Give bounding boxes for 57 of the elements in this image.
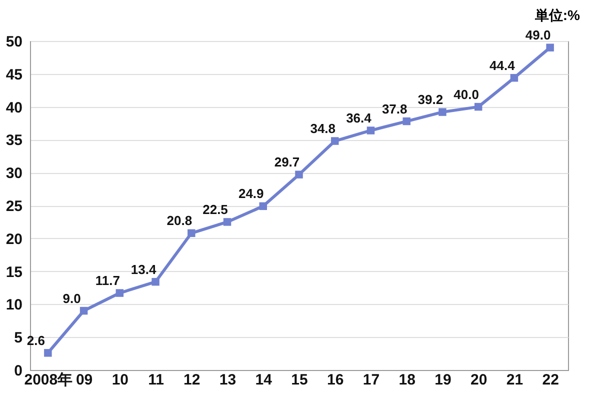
y-tick-label: 20 <box>6 230 22 248</box>
point <box>152 278 160 286</box>
x-tick-label: 10 <box>112 372 129 388</box>
x-tick-label: 22 <box>542 372 559 388</box>
data-label: 22.5 <box>202 202 228 217</box>
data-label: 11.7 <box>95 273 120 288</box>
data-label: 37.8 <box>382 101 408 116</box>
point <box>188 229 196 238</box>
point <box>80 306 88 315</box>
x-tick-label: 12 <box>184 372 200 388</box>
data-label: 34.8 <box>310 121 336 136</box>
y-tick-label: 50 <box>6 34 22 50</box>
x-tick-label: 16 <box>327 372 344 388</box>
data-label: 40.0 <box>454 86 479 102</box>
x-tick-label: 20 <box>470 372 488 388</box>
point <box>546 44 554 52</box>
point <box>223 218 232 226</box>
text: 単位:% <box>534 7 581 23</box>
point <box>510 74 518 82</box>
data-label: 2.6 <box>26 332 45 348</box>
x-tick-label: 15 <box>291 372 308 388</box>
x-tick-label: 17 <box>362 372 380 388</box>
data-label: 13.4 <box>130 262 157 277</box>
x-tick-label: 19 <box>434 372 452 388</box>
x-tick-label: 09 <box>76 372 93 388</box>
point <box>259 202 268 210</box>
x-tick-label: 14 <box>255 372 273 388</box>
y-tick-label: 15 <box>6 264 22 281</box>
y-tick-label: 35 <box>6 132 22 150</box>
point <box>474 102 482 111</box>
point <box>44 349 52 357</box>
data-label: 24.9 <box>238 186 264 202</box>
data-label: 39.2 <box>418 92 444 108</box>
y-tick-label: 25 <box>6 198 22 215</box>
y-tick-label: 0 <box>14 362 22 380</box>
y-tick-label: 40 <box>6 99 22 116</box>
point <box>116 289 124 297</box>
x-tick-label: 2008年 <box>24 372 73 388</box>
y-tick-label: 45 <box>6 66 22 84</box>
x-tick-label: 21 <box>506 372 524 388</box>
point <box>366 126 375 134</box>
data-label: 29.7 <box>274 154 300 170</box>
point <box>438 108 446 116</box>
data-label: 44.4 <box>490 58 516 73</box>
x-tick-label: 11 <box>148 372 164 388</box>
x-tick-label: 13 <box>219 372 236 388</box>
data-label: 36.4 <box>346 110 372 126</box>
data-label: 20.8 <box>166 213 192 228</box>
point <box>295 170 303 178</box>
y-tick-label: 5 <box>14 330 22 347</box>
y-tick-label: 30 <box>6 165 22 182</box>
point <box>330 137 339 145</box>
y-tick-label: 10 <box>6 296 22 314</box>
x-tick-label: 18 <box>398 372 416 388</box>
data-label: 49.0 <box>525 28 551 43</box>
data-label: 9.0 <box>62 290 81 306</box>
point <box>402 117 410 126</box>
